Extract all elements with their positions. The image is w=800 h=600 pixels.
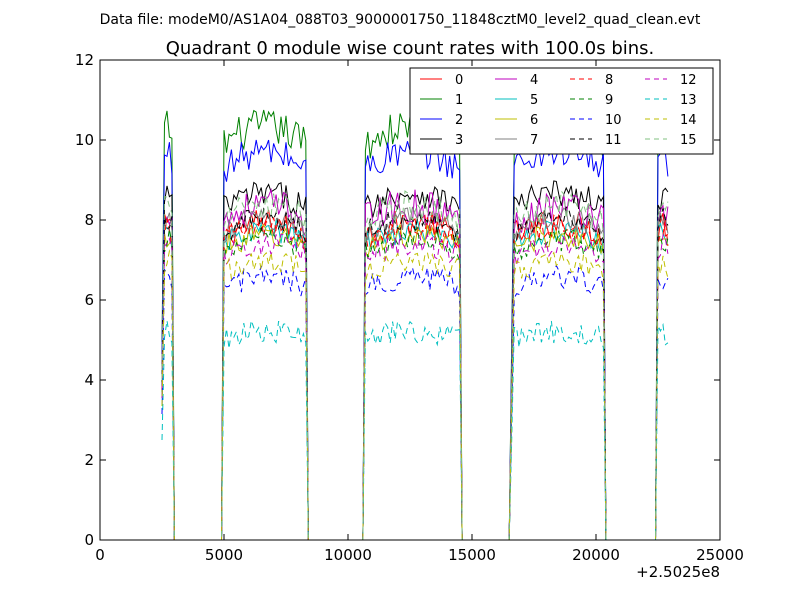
legend-label-1: 1: [455, 93, 463, 108]
x-tick-label: 15000: [448, 546, 496, 564]
legend-label-8: 8: [605, 73, 613, 88]
legend-label-3: 3: [455, 133, 463, 148]
series-line-13: [161, 319, 669, 541]
legend-label-15: 15: [680, 133, 697, 148]
x-tick-label: 0: [95, 546, 105, 564]
legend-label-6: 6: [530, 113, 538, 128]
plot-lines: [161, 109, 669, 541]
x-tick-label: 5000: [205, 546, 243, 564]
series-line-0: [161, 209, 669, 541]
legend-label-2: 2: [455, 113, 463, 128]
x-tick-label: 20000: [572, 546, 620, 564]
series-line-14: [161, 249, 669, 541]
series-line-12: [161, 233, 669, 541]
legend-label-5: 5: [530, 93, 538, 108]
chart-title: Quadrant 0 module wise count rates with …: [166, 38, 655, 59]
y-tick-label: 6: [84, 291, 94, 309]
series-line-7: [161, 206, 669, 541]
series-line-8: [161, 213, 669, 541]
series-line-11: [161, 206, 669, 541]
series-line-5: [161, 218, 669, 541]
x-tick-label: 10000: [324, 546, 372, 564]
legend-label-11: 11: [605, 133, 622, 148]
y-tick-label: 10: [75, 131, 94, 149]
legend-box: [409, 67, 714, 155]
series-line-3: [161, 180, 669, 541]
legend-label-12: 12: [680, 73, 697, 88]
y-tick-label: 2: [84, 451, 94, 469]
legend-label-10: 10: [605, 113, 622, 128]
series-line-1: [161, 109, 669, 541]
legend-label-9: 9: [605, 93, 613, 108]
series-line-15: [161, 189, 669, 541]
y-tick-label: 0: [84, 531, 94, 549]
y-tick-label: 12: [75, 51, 94, 69]
datafile-label: Data file: modeM0/AS1A04_088T03_90000017…: [100, 12, 701, 28]
legend-label-7: 7: [530, 133, 538, 148]
y-tick-label: 4: [84, 371, 94, 389]
series-line-9: [161, 226, 669, 541]
legend-label-13: 13: [680, 93, 697, 108]
x-tick-label: 25000: [696, 546, 744, 564]
y-tick-label: 8: [84, 211, 94, 229]
legend-label-0: 0: [455, 73, 463, 88]
x-offset-label: +2.5025e8: [636, 563, 720, 581]
legend-label-14: 14: [680, 113, 697, 128]
legend-label-4: 4: [530, 73, 538, 88]
series-line-10: [161, 264, 669, 541]
series-line-6: [161, 223, 669, 541]
